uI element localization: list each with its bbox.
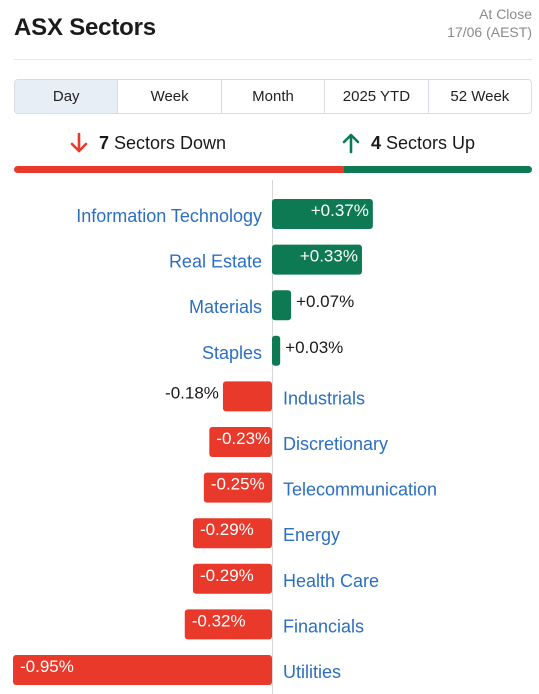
sector-label-staples[interactable]: Staples xyxy=(202,343,262,363)
page-title: ASX Sectors xyxy=(14,14,156,41)
sector-label-utilities[interactable]: Utilities xyxy=(283,662,341,682)
value-label-staples: +0.03% xyxy=(285,338,343,357)
value-label-utilities: -0.95% xyxy=(20,657,74,676)
sector-label-health-care[interactable]: Health Care xyxy=(283,571,379,591)
breadth-summary: 7 Sectors Down 4 Sectors Up xyxy=(14,128,532,174)
timestamp: 17/06 (AEST) xyxy=(447,24,532,40)
market-status: At Close xyxy=(479,6,532,22)
bar-energy[interactable] xyxy=(192,518,272,549)
bar-discretionary[interactable] xyxy=(209,427,272,457)
sector-label-materials[interactable]: Materials xyxy=(189,297,262,317)
arrow-down-icon xyxy=(70,132,88,153)
value-label-real-estate: +0.33% xyxy=(300,247,358,266)
value-label-health-care: -0.29% xyxy=(200,566,254,585)
sectors-down-label: Sectors Down xyxy=(114,132,227,153)
value-label-discretionary: -0.23% xyxy=(216,429,270,448)
bar-real-estate[interactable] xyxy=(272,244,362,275)
sector-label-telecommunication[interactable]: Telecommunication xyxy=(283,480,437,500)
tab-day[interactable]: Day xyxy=(15,80,119,113)
value-label-materials: +0.07% xyxy=(296,292,354,311)
tab-52-week[interactable]: 52 Week xyxy=(450,88,510,105)
sectors-down-summary: 7 Sectors Down xyxy=(69,132,226,154)
close-info: At Close 17/06 (AEST) xyxy=(447,5,532,41)
sectors-up-label: Sectors Up xyxy=(386,132,476,153)
tab-month[interactable]: Month xyxy=(222,80,326,113)
sector-label-industrials[interactable]: Industrials xyxy=(283,388,365,408)
sectors-down-bar xyxy=(14,166,344,173)
bar-information-technology[interactable] xyxy=(272,199,373,229)
bar-health-care[interactable] xyxy=(192,563,272,594)
sector-label-information-technology[interactable]: Information Technology xyxy=(76,206,262,226)
sectors-up-summary: 4 Sectors Up xyxy=(341,132,475,154)
value-label-energy: -0.29% xyxy=(200,520,254,539)
arrow-up-icon xyxy=(342,133,360,154)
bar-financials[interactable] xyxy=(184,609,272,640)
sector-label-energy[interactable]: Energy xyxy=(283,525,340,545)
tab-week[interactable]: Week xyxy=(118,80,222,113)
value-label-financials: -0.32% xyxy=(192,611,246,630)
value-label-information-technology: +0.37% xyxy=(311,201,369,220)
bar-staples[interactable] xyxy=(272,335,281,366)
bar-industrials[interactable] xyxy=(222,381,272,412)
tab-ytd[interactable]: 2025 YTD xyxy=(325,80,429,113)
sector-bar-chart: Information Technology +0.37% Real Estate +… xyxy=(13,180,437,694)
bar-telecommunication[interactable] xyxy=(203,472,272,503)
bar-materials[interactable] xyxy=(272,290,292,321)
period-tabs: Day Week Month 2025 YTD 52 Week xyxy=(14,79,532,114)
sectors-up-count: 4 xyxy=(371,132,382,153)
sector-label-discretionary[interactable]: Discretionary xyxy=(283,434,388,454)
value-label-industrials: -0.18% xyxy=(165,383,219,402)
header: ASX Sectors At Close 17/06 (AEST) xyxy=(14,0,532,60)
sectors-down-count: 7 xyxy=(99,132,110,153)
sectors-up-bar xyxy=(344,166,532,173)
value-label-telecommunication: -0.25% xyxy=(211,475,265,494)
sector-label-real-estate[interactable]: Real Estate xyxy=(169,252,262,272)
bar-utilities[interactable] xyxy=(13,655,273,685)
sector-label-financials[interactable]: Financials xyxy=(283,616,364,636)
